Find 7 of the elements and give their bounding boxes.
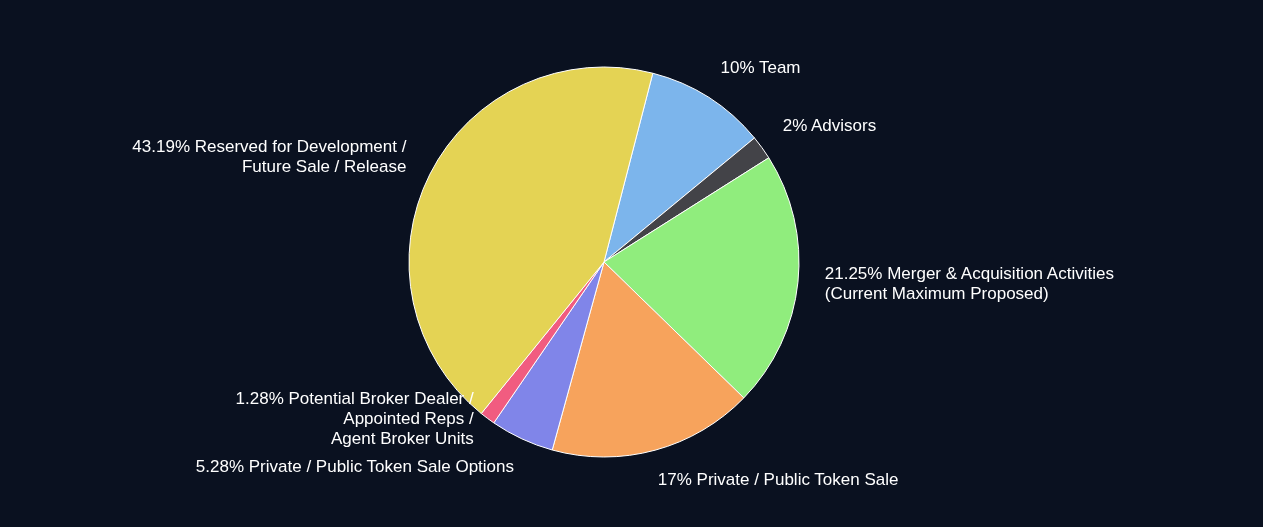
slice-label: 17% Private / Public Token Sale: [657, 470, 899, 490]
slice-label: 5.28% Private / Public Token Sale Options: [195, 456, 514, 476]
slice-label: 1.28% Potential Broker Dealer / Appointed Reps / Agent Broker Units: [235, 388, 474, 448]
slice-label: 10% Team: [720, 57, 801, 77]
slice-label: 2% Advisors: [782, 116, 877, 136]
slice-label: 21.25% Merger & Acquisition Activities (Current Maximum Proposed): [824, 263, 1114, 303]
slice-label: 43.19% Reserved for Development / Future Sale / Release: [132, 137, 407, 177]
